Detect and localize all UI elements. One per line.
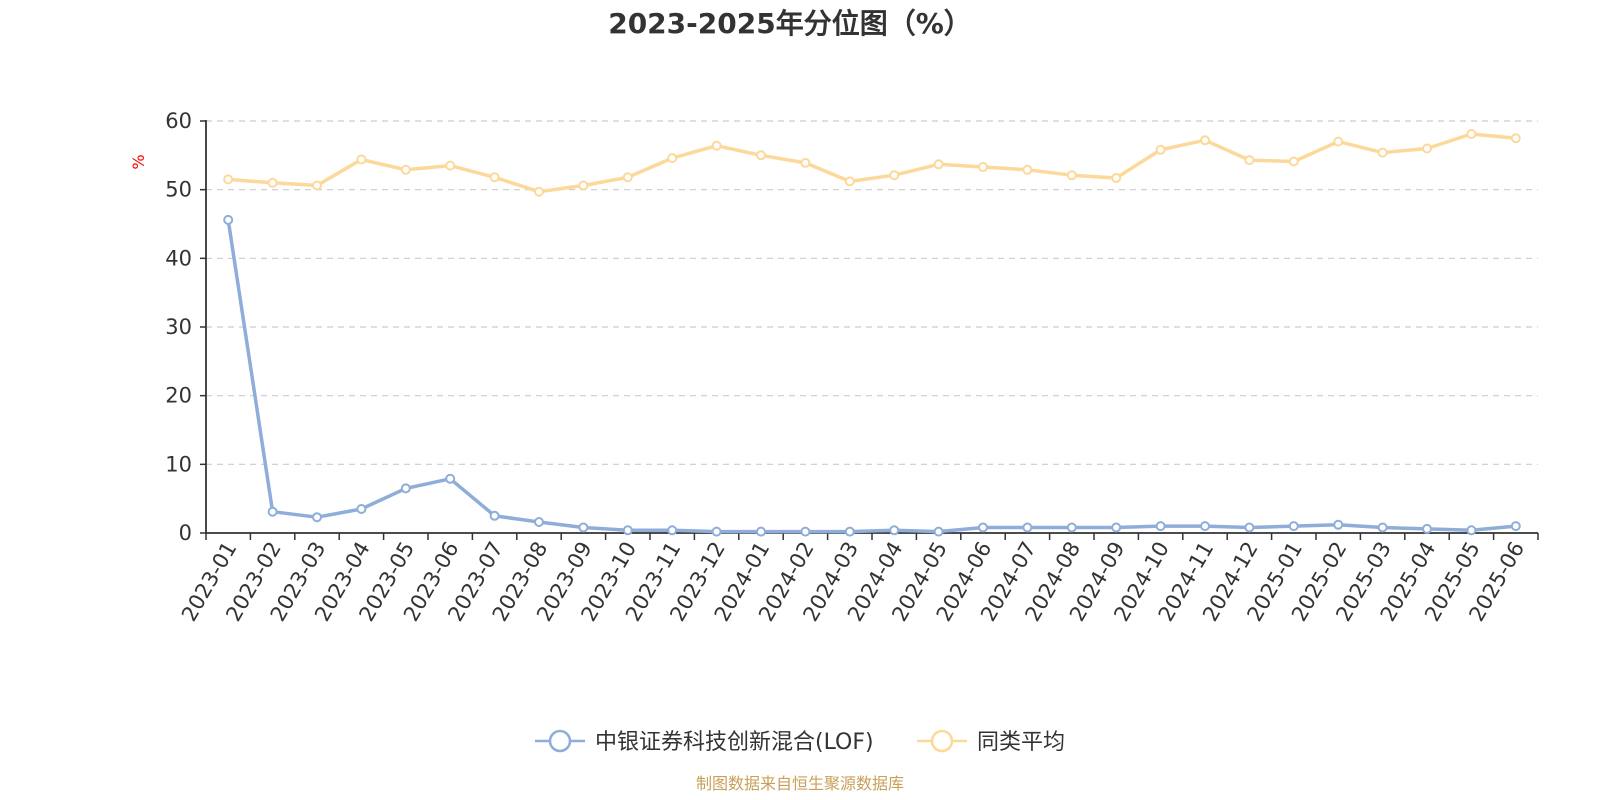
point-1-2023-06	[445, 160, 456, 171]
point-1-2023-11	[667, 153, 678, 164]
point-0-2024-12	[1244, 522, 1255, 533]
legend-item-1[interactable]: 同类平均	[917, 729, 1065, 755]
point-1-2025-03	[1377, 147, 1388, 158]
point-0-2024-06	[978, 522, 988, 533]
legend-label-1: 同类平均	[977, 730, 1065, 755]
point-1-2025-05	[1466, 129, 1477, 139]
legend-item-0[interactable]: 中银证券科技创新混合(LOF)	[535, 729, 874, 755]
point-0-2023-04	[356, 504, 367, 514]
point-0-2025-06	[1510, 521, 1521, 532]
point-1-2024-02	[800, 157, 811, 168]
point-1-2023-07	[489, 172, 500, 183]
point-1-2023-12	[711, 140, 722, 151]
point-0-2023-10	[622, 525, 633, 536]
point-0-2024-09	[1111, 522, 1122, 533]
point-0-2024-02	[800, 526, 811, 537]
y-tick-label-40: 40	[165, 246, 192, 270]
y-tick-label-50: 50	[165, 178, 192, 202]
legend-label-0: 中银证券科技创新混合(LOF)	[595, 730, 874, 755]
point-0-2023-01	[223, 214, 234, 225]
point-0-2024-04	[889, 525, 900, 536]
series-line-1	[226, 132, 1518, 194]
point-0-2023-08	[534, 517, 544, 527]
point-0-2025-03	[1377, 522, 1388, 533]
legend-marker-0	[548, 729, 572, 753]
y-tick-label-30: 30	[165, 315, 192, 339]
point-1-2025-06	[1510, 133, 1521, 144]
point-0-2023-03	[312, 512, 322, 523]
y-tick-label-20: 20	[165, 384, 192, 408]
point-1-2023-01	[223, 174, 234, 185]
point-0-2023-07	[489, 510, 500, 521]
point-1-2023-09	[578, 180, 589, 191]
point-1-2023-03	[312, 180, 322, 191]
point-0-2023-11	[667, 525, 678, 536]
chart-title: 2023-2025年分位图（%）	[608, 7, 972, 40]
point-0-2024-11	[1200, 521, 1210, 532]
point-1-2024-01	[756, 150, 766, 161]
axes: 01020304050602023-012023-022023-032023-0…	[165, 109, 1539, 625]
point-1-2023-04	[356, 154, 367, 165]
point-1-2025-02	[1333, 136, 1344, 147]
data-source-note: 制图数据来自恒生聚源数据库	[696, 774, 904, 793]
y-axis-label: %	[129, 154, 148, 169]
point-1-2024-07	[1022, 164, 1033, 175]
y-tick-label-60: 60	[165, 109, 192, 133]
point-0-2024-07	[1022, 522, 1033, 533]
point-0-2023-06	[445, 473, 456, 484]
point-0-2023-09	[578, 522, 589, 533]
point-1-2024-04	[889, 170, 900, 181]
point-0-2025-02	[1333, 519, 1344, 530]
point-0-2024-03	[844, 526, 855, 537]
y-tick-label-10: 10	[165, 452, 192, 476]
point-1-2024-10	[1155, 144, 1166, 155]
point-1-2024-09	[1111, 173, 1122, 183]
point-0-2023-05	[400, 483, 411, 494]
point-1-2025-01	[1288, 156, 1299, 167]
grid-lines	[206, 120, 1538, 465]
legend[interactable]: 中银证券科技创新混合(LOF) 同类平均	[535, 729, 1065, 755]
point-0-2025-04	[1422, 523, 1432, 534]
y-tick-label-0: 0	[179, 521, 192, 545]
point-1-2023-10	[622, 172, 633, 183]
point-0-2023-02	[267, 506, 278, 517]
point-1-2024-11	[1200, 135, 1210, 146]
series-line-0	[226, 218, 1518, 534]
legend-marker-1	[930, 729, 954, 753]
point-0-2024-08	[1066, 522, 1077, 533]
point-0-2025-01	[1288, 521, 1299, 532]
point-1-2024-12	[1244, 155, 1255, 166]
series-lines	[223, 129, 1521, 537]
point-1-2023-08	[534, 186, 544, 197]
point-0-2024-05	[933, 526, 944, 537]
point-1-2024-08	[1066, 170, 1077, 181]
point-0-2024-01	[756, 526, 766, 537]
point-1-2023-02	[267, 177, 278, 188]
point-1-2024-03	[844, 176, 855, 187]
point-0-2023-12	[711, 526, 722, 537]
point-1-2024-06	[978, 162, 988, 172]
point-1-2024-05	[933, 159, 944, 170]
point-1-2023-05	[400, 164, 411, 175]
point-0-2024-10	[1155, 521, 1166, 532]
point-0-2025-05	[1466, 525, 1477, 536]
point-1-2025-04	[1422, 143, 1432, 154]
